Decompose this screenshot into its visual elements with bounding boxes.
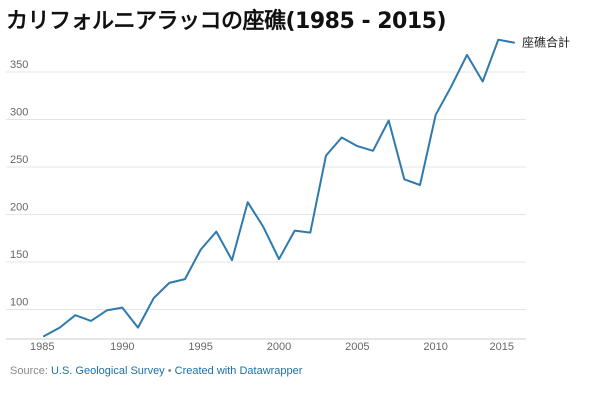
y-tick-label: 250 bbox=[10, 154, 28, 166]
source-link[interactable]: U.S. Geological Survey bbox=[50, 365, 165, 377]
y-tick-label: 350 bbox=[10, 59, 28, 71]
x-tick-label: 2005 bbox=[345, 341, 369, 353]
x-tick-label: 2000 bbox=[267, 341, 291, 353]
series-line bbox=[43, 38, 515, 338]
datawrapper-link[interactable]: Created with Datawrapper bbox=[174, 365, 303, 377]
source-credit: Source: U.S. Geological Survey • Created… bbox=[10, 365, 302, 377]
x-tick-label: 1985 bbox=[30, 341, 54, 353]
x-tick-label: 2015 bbox=[490, 341, 514, 353]
y-tick-label: 100 bbox=[10, 297, 28, 309]
series-layer: 座礁合計 bbox=[43, 35, 570, 338]
y-tick-label: 150 bbox=[10, 249, 28, 261]
series-label: 座礁合計 bbox=[522, 35, 570, 50]
y-tick-label: 300 bbox=[10, 107, 28, 119]
x-tick-labels: 1985 1990 1995 2000 2005 2010 2015 bbox=[30, 341, 514, 353]
source-prefix: Source: bbox=[10, 365, 51, 377]
y-tick-labels: 100 150 200 250 300 350 bbox=[10, 59, 28, 309]
x-tick-label: 1990 bbox=[110, 341, 134, 353]
x-tick-label: 1995 bbox=[188, 341, 212, 353]
x-tick-label: 2010 bbox=[423, 341, 447, 353]
source-separator: • bbox=[164, 365, 175, 377]
chart-title: カリフォルニアラッコの座礁(1985 - 2015) bbox=[6, 9, 447, 34]
y-tick-label: 200 bbox=[10, 202, 28, 214]
gridlines bbox=[6, 71, 526, 340]
